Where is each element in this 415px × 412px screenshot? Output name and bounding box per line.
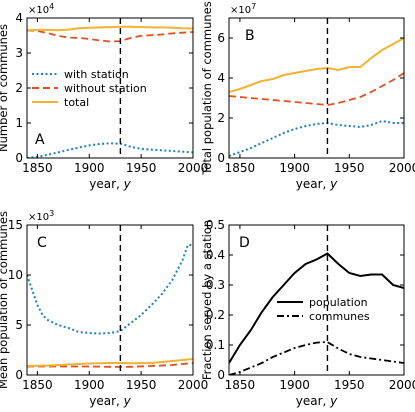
- series-line-without-station: [27, 29, 193, 43]
- axes-frame: [228, 224, 405, 376]
- x-axis-label: year, y: [296, 394, 338, 408]
- y-tick-label: 2: [15, 81, 23, 95]
- y-tick-label: 15: [8, 218, 23, 232]
- y-tick-label: 0.5: [206, 218, 225, 232]
- x-tick-label: 2000: [389, 378, 415, 392]
- y-axis-label: Fraction served by a station: [200, 220, 214, 380]
- series-line-dashed-1: [27, 362, 193, 368]
- axis-multiplier: ×103: [28, 209, 54, 223]
- y-tick-label: 2: [217, 111, 225, 125]
- x-axis-label: year, y: [296, 177, 338, 191]
- x-tick-label: 1900: [279, 161, 310, 175]
- series-line-dashed-1: [229, 72, 404, 106]
- x-tick-label: 2000: [178, 161, 209, 175]
- x-tick-label: 1950: [334, 378, 365, 392]
- panel-d: 1850 1900 1950 2000 0 0.1 0.2 0.3 0.4 0.5 year, y F…: [200, 218, 415, 408]
- series-line-population: [229, 252, 404, 364]
- panel-letter: B: [245, 28, 255, 44]
- x-tick-label: 1850: [225, 378, 256, 392]
- axes-frame: [26, 224, 194, 376]
- x-tick-label: 1900: [279, 378, 310, 392]
- series-line-communes: [229, 341, 404, 375]
- panel-letter: D: [239, 235, 250, 251]
- y-tick-label: 0: [15, 151, 23, 165]
- panel-c: 1850 1900 1950 2000 0 5 10 15 ×103 year, y Mean po…: [0, 209, 208, 408]
- panel-a: 1850 1900 1950 2000 0 1 2 3 4 ×104 year, y Number o…: [0, 2, 208, 191]
- x-tick-label: 2000: [389, 161, 415, 175]
- y-tick-label: 4: [15, 11, 23, 25]
- x-tick-label: 1850: [225, 161, 256, 175]
- y-tick-label: 4: [217, 71, 225, 85]
- series-line-solid-2: [27, 358, 193, 367]
- legend-label: population: [309, 296, 368, 309]
- axis-multiplier: ×107: [230, 2, 256, 16]
- y-tick-label: 10: [8, 268, 23, 282]
- legend-label: total: [64, 96, 89, 109]
- y-tick-label: 0.3: [206, 278, 225, 292]
- x-tick-label: 1950: [334, 161, 365, 175]
- y-tick-label: 5: [15, 318, 23, 332]
- y-tick-label: 0.4: [206, 248, 225, 262]
- axis-multiplier: ×104: [28, 2, 54, 16]
- panel-letter: C: [37, 235, 47, 251]
- x-tick-label: 1850: [22, 378, 53, 392]
- x-axis-label: year, y: [89, 177, 131, 191]
- y-tick-label: 0.2: [206, 308, 225, 322]
- y-tick-label: 6: [217, 31, 225, 45]
- legend-label: with station: [64, 68, 129, 81]
- y-axis-label: Number of communes: [0, 24, 10, 152]
- legend-label: communes: [309, 310, 370, 323]
- y-axis-label: Total population of communes: [200, 1, 214, 176]
- x-tick-label: 1900: [74, 161, 105, 175]
- series-line-solid-0: [229, 37, 404, 93]
- series-line-with-station: [27, 142, 193, 158]
- y-axis-label: Mean population of communes: [0, 211, 10, 389]
- x-tick-label: 1850: [22, 161, 53, 175]
- series-line-total: [27, 25, 193, 32]
- y-tick-label: 3: [15, 46, 23, 60]
- y-tick-label: 0: [217, 368, 225, 382]
- series-line-dotted-2: [229, 119, 404, 157]
- x-tick-label: 1950: [126, 378, 157, 392]
- y-tick-label: 0: [15, 368, 23, 382]
- y-tick-label: 0.1: [206, 338, 225, 352]
- panel-letter: A: [35, 132, 45, 148]
- axes-frame: [228, 17, 405, 159]
- y-tick-label: 1: [15, 116, 23, 130]
- panel-b: 1850 1900 1950 2000 0 2 4 6 ×107 year, y Total pop…: [200, 1, 415, 191]
- y-tick-label: 0: [217, 151, 225, 165]
- x-tick-label: 1900: [74, 378, 105, 392]
- x-tick-label: 2000: [178, 378, 209, 392]
- x-tick-label: 1950: [126, 161, 157, 175]
- series-line-dotted-0: [27, 244, 193, 335]
- legend-label: without station: [64, 82, 147, 95]
- x-axis-label: year, y: [89, 394, 131, 408]
